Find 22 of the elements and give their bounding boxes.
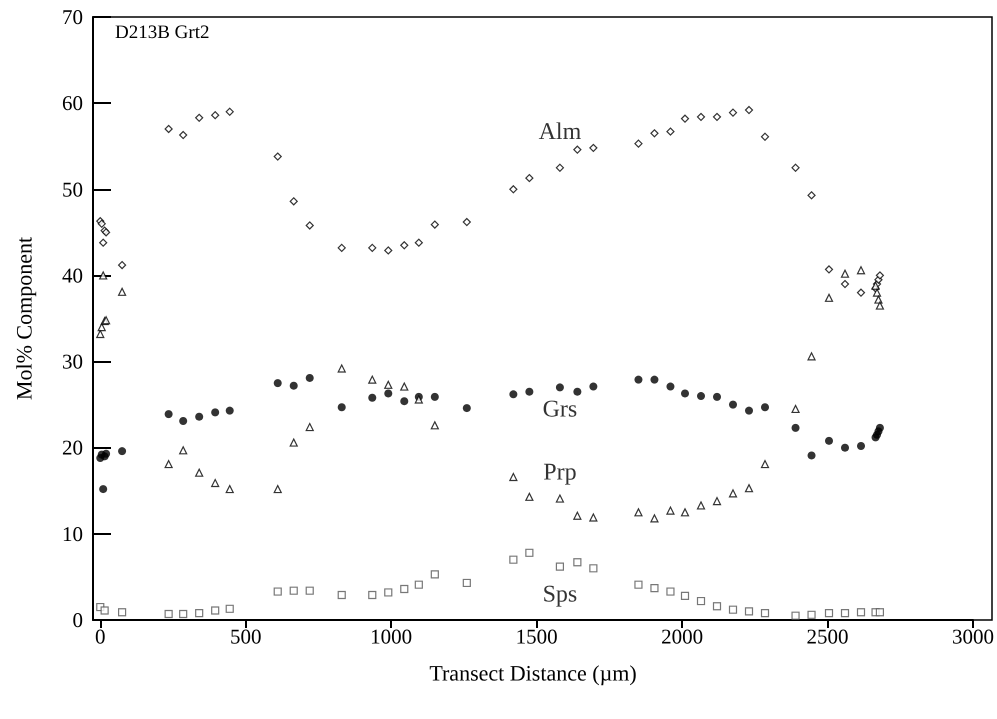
- x-tick-label: 2500: [806, 624, 849, 648]
- y-tick-label: 70: [62, 5, 83, 29]
- y-tick-label: 50: [62, 177, 83, 202]
- x-tick-label: 1500: [516, 624, 558, 648]
- series-label: Grs: [542, 396, 578, 422]
- x-tick-label: 2000: [661, 624, 704, 648]
- y-tick-label: 10: [62, 522, 83, 546]
- x-tick-label: 0: [95, 624, 106, 648]
- y-tick-label: 30: [62, 350, 83, 374]
- y-axis-title: Mol% Component: [12, 236, 36, 400]
- series-label: Prp: [543, 460, 577, 486]
- series-label: Sps: [542, 582, 578, 608]
- y-tick-label: 40: [62, 263, 83, 288]
- y-tick-label: 20: [62, 436, 83, 460]
- x-tick-label: 500: [230, 624, 262, 648]
- x-tick-label: 3000: [952, 624, 994, 648]
- series-label: Alm: [538, 118, 582, 145]
- x-axis-title: Transect Distance (µm): [429, 660, 637, 686]
- y-tick-label: 60: [62, 91, 83, 116]
- y-tick-label: 0: [72, 608, 83, 632]
- x-tick-label: 1000: [370, 624, 412, 648]
- chart-title: D213B Grt2: [115, 22, 210, 43]
